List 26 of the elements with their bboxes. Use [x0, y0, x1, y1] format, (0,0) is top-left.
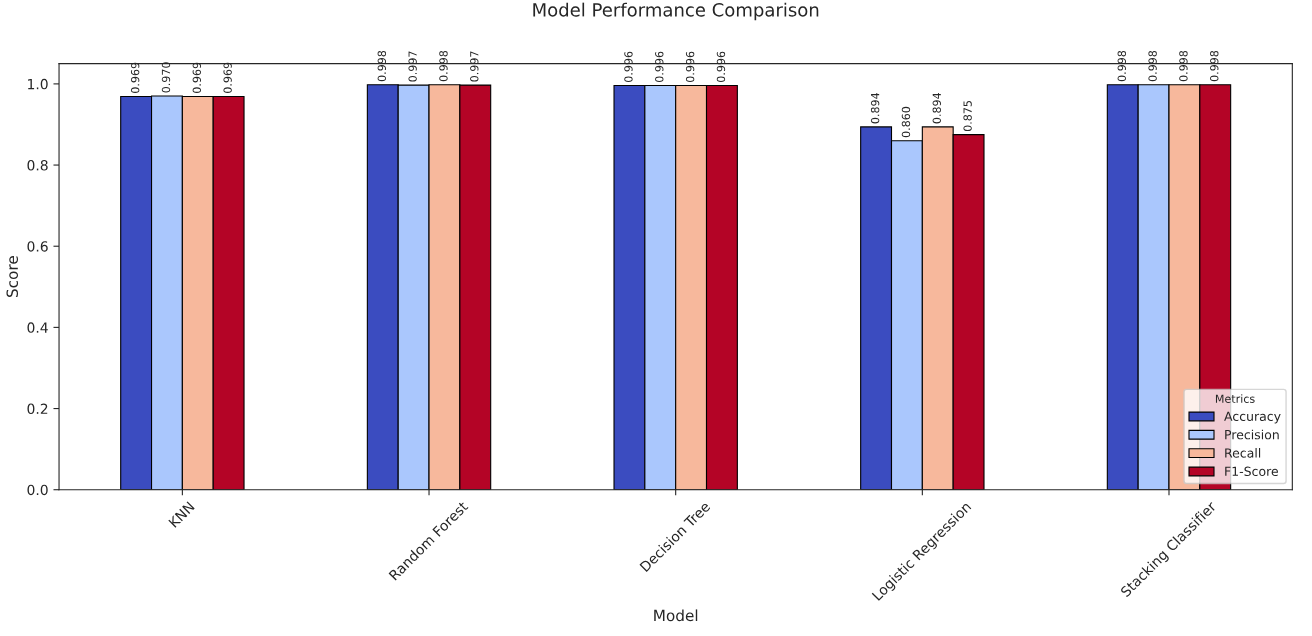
y-tick-label: 0.8	[27, 160, 48, 171]
data-label: 0.860	[901, 106, 911, 138]
data-label: 0.997	[408, 51, 417, 82]
data-label: 0.875	[963, 101, 972, 132]
legend-title: Metrics	[1215, 394, 1255, 403]
chart-title: Model Performance Comparison	[533, 2, 819, 21]
y-tick-label: 0.2	[27, 403, 48, 415]
data-label: 0.997	[470, 51, 479, 82]
data-label: 0.998	[1179, 50, 1188, 82]
data-label: 0.894	[932, 92, 941, 124]
y-tick-label: 1.0	[28, 78, 48, 90]
data-label: 0.998	[439, 50, 448, 82]
y-tick-label: 0.6	[27, 241, 48, 252]
data-label: 0.998	[1210, 50, 1219, 82]
legend-label: Accuracy	[1224, 411, 1281, 424]
y-tick-label: 0.0	[27, 484, 48, 496]
legend-label: F1-Score	[1225, 466, 1278, 477]
y-axis-title: Score	[6, 256, 19, 298]
data-label: 0.998	[1148, 50, 1157, 82]
legend-label: Recall	[1225, 448, 1261, 458]
data-label: 0.998	[1117, 50, 1126, 82]
data-label: 0.894	[870, 92, 880, 124]
legend-label: Precision	[1225, 429, 1279, 440]
y-tick-label: 0.4	[27, 322, 48, 333]
data-label: 0.998	[377, 50, 386, 82]
x-axis-title: Model	[654, 609, 698, 622]
